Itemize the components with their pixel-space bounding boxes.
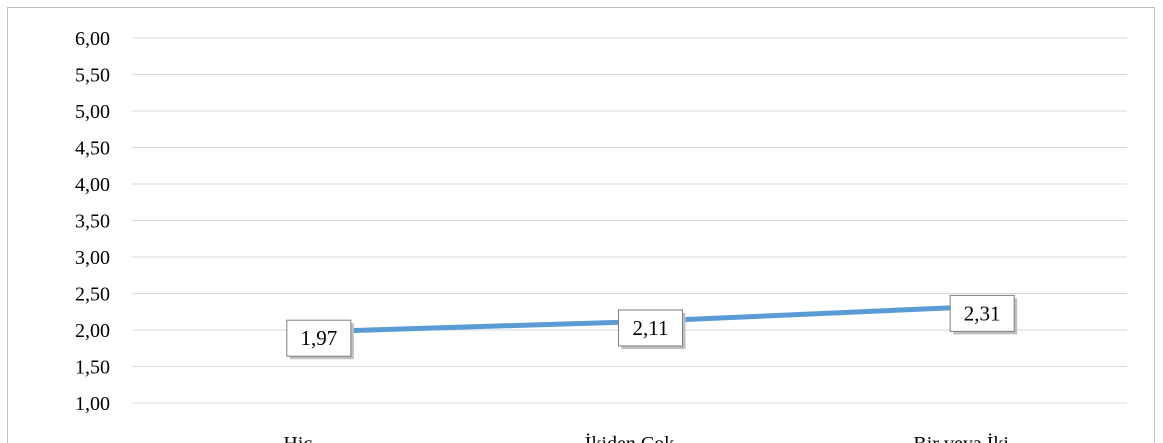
y-tick-label: 5,50 [75, 65, 110, 87]
y-tick-label: 1,00 [75, 393, 110, 415]
x-category-label: İkiden Çok [585, 432, 674, 443]
data-label: 2,31 [949, 294, 1018, 335]
chart-frame [7, 7, 1155, 443]
y-tick-label: 6,00 [75, 28, 110, 50]
y-tick-label: 2,50 [75, 284, 110, 306]
data-label-box [949, 294, 1015, 332]
data-label: 1,97 [286, 319, 354, 360]
data-label-text: 2,31 [964, 301, 1001, 325]
y-tick-label: 5,00 [75, 101, 110, 123]
data-label-box [286, 319, 352, 357]
y-tick-label: 1,50 [75, 357, 110, 379]
data-label-text: 1,97 [300, 326, 337, 350]
x-axis: Hiç İkiden Çok Bir veya İki [283, 432, 1009, 443]
x-category-label: Bir veya İki [913, 432, 1009, 443]
data-label-text: 2,11 [633, 316, 669, 340]
data-label-box [618, 309, 683, 347]
y-tick-label: 4,00 [75, 174, 110, 196]
x-category-label: Hiç [283, 433, 312, 443]
y-axis: 1,00 1,50 2,00 2,50 3,00 3,50 4,00 4,50 5,00 5,50… [75, 28, 110, 415]
data-label: 2,11 [618, 309, 686, 349]
y-tick-label: 2,00 [75, 320, 110, 342]
y-tick-label: 3,50 [75, 211, 110, 233]
y-tick-label: 4,50 [75, 138, 110, 160]
data-labels: 1,97 2,11 2,31 [286, 294, 1018, 360]
gridlines [132, 37, 1127, 404]
y-tick-label: 3,00 [75, 247, 110, 269]
